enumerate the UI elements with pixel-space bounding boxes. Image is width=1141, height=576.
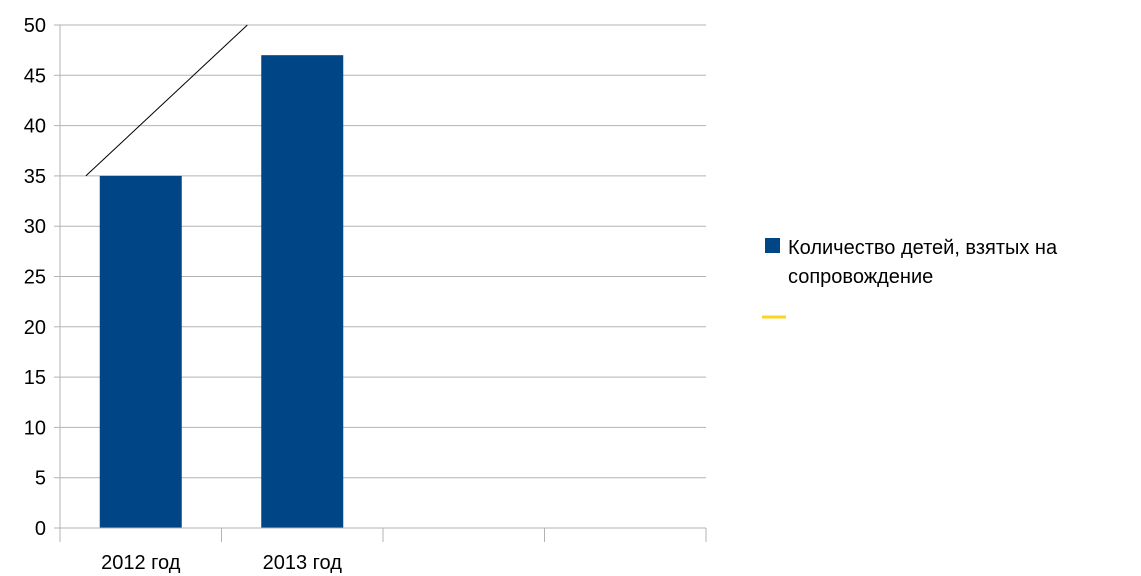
y-tick-label: 25 [24, 267, 46, 289]
bar [261, 55, 344, 529]
x-tick-label: 2012 год [101, 552, 181, 574]
x-tick-label: 2013 год [263, 552, 343, 574]
y-tick-label: 40 [24, 116, 46, 138]
axes [54, 24, 707, 542]
legend-label: сопровождение [788, 266, 933, 288]
y-tick-label: 0 [35, 518, 46, 540]
bars [99, 55, 344, 529]
trendline [85, 24, 248, 177]
y-tick-label: 45 [24, 65, 46, 87]
trend-line [85, 24, 248, 177]
y-tick-label: 20 [24, 317, 46, 339]
x-tick-labels: 2012 год 2013 год [101, 552, 342, 574]
legend: Количество детей, взятых на сопровождение [762, 237, 1058, 319]
y-tick-label: 50 [24, 15, 46, 37]
y-tick-label: 30 [24, 216, 46, 238]
legend-label: Количество детей, взятых на [788, 237, 1058, 259]
y-tick-label: 35 [24, 166, 46, 188]
y-tick-label: 15 [24, 367, 46, 389]
y-tick-label: 10 [24, 417, 46, 439]
legend-swatch [765, 238, 780, 253]
y-tick-label: 5 [35, 468, 46, 490]
y-tick-labels: 0 5 10 15 20 25 30 35 40 45 50 [24, 15, 46, 540]
bar [99, 175, 182, 528]
